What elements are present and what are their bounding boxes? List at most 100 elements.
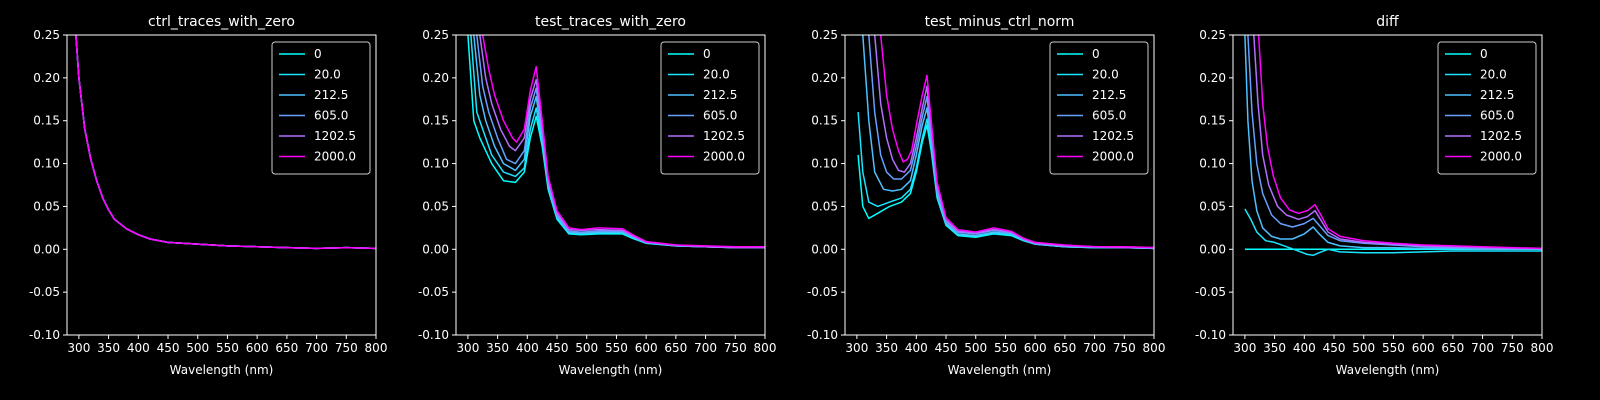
chart-title: test_minus_ctrl_norm: [925, 14, 1075, 30]
y-tick-label: -0.05: [418, 285, 449, 299]
x-tick-label: 700: [305, 341, 328, 355]
legend-label: 605.0: [703, 109, 737, 123]
x-tick-label: 400: [516, 341, 539, 355]
series-group: [1244, 35, 1542, 257]
legend-label: 0: [314, 47, 322, 61]
x-tick-label: 450: [935, 341, 958, 355]
x-tick-label: 700: [694, 341, 717, 355]
legend-label: 1202.5: [1092, 129, 1134, 143]
x-tick-label: 800: [1531, 341, 1554, 355]
legend-label: 2000.0: [1480, 150, 1522, 164]
axes-frame: [1232, 34, 1543, 336]
x-axis-label: Wavelength (nm): [170, 363, 274, 377]
chart-title: diff: [1376, 14, 1399, 30]
y-tick-label: 0.05: [422, 199, 449, 213]
series-line-212-5: [1244, 35, 1542, 251]
x-tick-label: 350: [97, 341, 120, 355]
series-line-2000-0: [1257, 35, 1542, 250]
y-tick-label: 0.10: [33, 157, 60, 171]
x-tick-label: 600: [246, 341, 269, 355]
x-tick-label: 650: [275, 341, 298, 355]
legend-label: 2000.0: [1092, 150, 1134, 164]
x-tick-label: 450: [1323, 341, 1346, 355]
y-tick-label: 0.15: [1199, 114, 1226, 128]
y-tick-label: 0.00: [422, 242, 449, 256]
y-tick-label: 0.00: [33, 242, 60, 256]
axes-frame: [66, 34, 377, 336]
y-tick-label: 0.20: [811, 71, 838, 85]
x-tick-label: 450: [546, 341, 569, 355]
y-tick-label: 0.25: [1199, 28, 1226, 42]
x-tick-label: 500: [964, 341, 987, 355]
x-tick-label: 650: [664, 341, 687, 355]
legend: 0 20.0 212.5 605.0 1202.5 2000.0: [660, 41, 760, 175]
y-tick-label: 0.05: [811, 199, 838, 213]
series-line-1202-5: [1253, 35, 1542, 250]
legend-label: 0: [1480, 47, 1488, 61]
y-tick-label: 0.20: [1199, 71, 1226, 85]
legend-label: 0: [703, 47, 711, 61]
legend-label: 212.5: [703, 88, 737, 102]
x-tick-label: 500: [186, 341, 209, 355]
legend-label: 605.0: [314, 109, 348, 123]
x-tick-label: 500: [575, 341, 598, 355]
legend-label: 605.0: [1092, 109, 1126, 123]
y-tick-label: 0.10: [1199, 157, 1226, 171]
axes-frame: [844, 34, 1155, 336]
x-tick-label: 650: [1053, 341, 1076, 355]
x-tick-label: 300: [1233, 341, 1256, 355]
y-tick-label: 0.15: [422, 114, 449, 128]
x-tick-label: 800: [365, 341, 388, 355]
y-tick-label: 0.25: [33, 28, 60, 42]
legend-label: 20.0: [1480, 68, 1507, 82]
x-tick-label: 300: [845, 341, 868, 355]
y-tick-label: -0.05: [807, 285, 838, 299]
y-tick-label: 0.10: [811, 157, 838, 171]
y-tick-label: 0.15: [33, 114, 60, 128]
x-tick-label: 700: [1471, 341, 1494, 355]
x-tick-label: 400: [905, 341, 928, 355]
x-axis-label: Wavelength (nm): [1336, 363, 1440, 377]
chart-panel-3: 300 350 400 450 500 550 600 650 700 750 800 -0.10 -0…: [807, 14, 1166, 377]
series-group: [75, 35, 376, 250]
x-tick-label: 350: [875, 341, 898, 355]
x-tick-label: 550: [216, 341, 239, 355]
x-axis-label: Wavelength (nm): [559, 363, 663, 377]
axes-frame: [455, 34, 766, 336]
y-tick-label: 0.05: [33, 199, 60, 213]
x-tick-label: 750: [335, 341, 358, 355]
legend-label: 1202.5: [703, 129, 745, 143]
chart-title: ctrl_traces_with_zero: [148, 14, 295, 30]
x-tick-label: 700: [1083, 341, 1106, 355]
legend-label: 20.0: [703, 68, 730, 82]
x-tick-label: 500: [1352, 341, 1375, 355]
y-tick-label: 0.15: [811, 114, 838, 128]
y-tick-label: 0.25: [422, 28, 449, 42]
chart-panel-1: 300 350 400 450 500 550 600 650 700 750 800 -0.10 -0…: [29, 14, 388, 377]
series-line-605-0: [1247, 35, 1542, 250]
legend: 0 20.0 212.5 605.0 1202.5 2000.0: [1437, 41, 1537, 175]
chart-panel-4: 300 350 400 450 500 550 600 650 700 750 800 -0.10 -0…: [1195, 14, 1554, 377]
legend: 0 20.0 212.5 605.0 1202.5 2000.0: [271, 41, 371, 175]
y-tick-label: -0.05: [1195, 285, 1226, 299]
legend-label: 20.0: [314, 68, 341, 82]
legend-label: 212.5: [314, 88, 348, 102]
legend-label: 605.0: [1480, 109, 1514, 123]
x-tick-label: 600: [635, 341, 658, 355]
x-tick-label: 300: [67, 341, 90, 355]
y-tick-label: 0.25: [811, 28, 838, 42]
y-tick-label: -0.05: [29, 285, 60, 299]
x-tick-label: 750: [1501, 341, 1524, 355]
legend-label: 1202.5: [314, 129, 356, 143]
x-tick-label: 400: [1293, 341, 1316, 355]
chart-title: test_traces_with_zero: [535, 14, 686, 30]
x-tick-label: 300: [456, 341, 479, 355]
y-tick-label: 0.00: [1199, 242, 1226, 256]
legend-label: 1202.5: [1480, 129, 1522, 143]
x-tick-label: 550: [605, 341, 628, 355]
series-line-1202-5: [873, 35, 1154, 249]
chart-panel-2: 300 350 400 450 500 550 600 650 700 750 800 -0.10 -0…: [418, 14, 777, 377]
x-tick-label: 750: [724, 341, 747, 355]
x-tick-label: 350: [486, 341, 509, 355]
